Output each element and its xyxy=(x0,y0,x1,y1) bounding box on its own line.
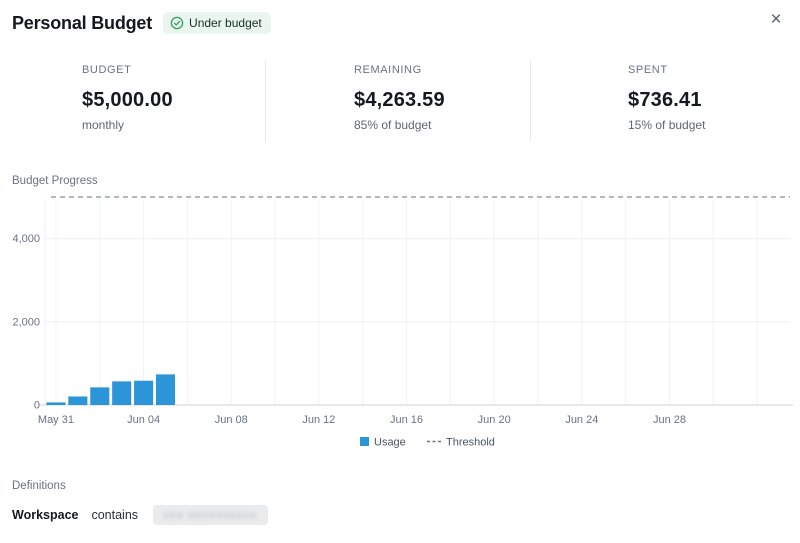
stat-budget-label: BUDGET xyxy=(82,64,132,76)
stat-remaining-label: REMAINING xyxy=(354,64,422,76)
dialog-header: Personal Budget Under budget xyxy=(0,0,800,34)
stat-spent-value: $736.41 xyxy=(628,89,702,111)
status-badge: Under budget xyxy=(163,12,271,34)
close-icon[interactable]: × xyxy=(764,8,788,32)
usage-bar xyxy=(46,402,66,405)
budget-progress-chart: 0 2,000 4,000 May 31 Jun 04 Jun 08 Jun 12 Jun 1… xyxy=(12,196,793,449)
check-circle-icon xyxy=(170,16,184,30)
stat-remaining-sub: 85% of budget xyxy=(354,118,432,132)
definitions-section-label: Definitions xyxy=(12,480,66,492)
definition-operator: contains xyxy=(91,508,139,522)
chart-text: 2,000 xyxy=(12,316,40,328)
stat-spent: SPENT $736.41 15% of budget xyxy=(530,60,799,142)
chart-text: Jun 16 xyxy=(390,414,423,426)
chart-section-label: Budget Progress xyxy=(12,175,98,187)
chart-text: Jun 20 xyxy=(478,414,511,426)
page-title: Personal Budget xyxy=(12,12,153,33)
usage-bar xyxy=(112,381,132,405)
stat-spent-sub: 15% of budget xyxy=(628,118,706,132)
chart-text: Jun 24 xyxy=(565,414,598,426)
chart-text: Jun 04 xyxy=(127,414,160,426)
budget-summary: BUDGET $5,000.00 monthly REMAINING $4,26… xyxy=(0,60,800,142)
usage-bar xyxy=(134,380,154,405)
stat-remaining-value: $4,263.59 xyxy=(354,89,445,111)
chart-text: Usage xyxy=(374,437,406,449)
chart-text: Jun 28 xyxy=(653,414,686,426)
definition-term: Workspace xyxy=(12,508,79,522)
chart-text: May 31 xyxy=(38,414,74,426)
stat-budget: BUDGET $5,000.00 monthly xyxy=(0,60,265,142)
usage-bar xyxy=(155,374,176,405)
workspace-value-redacted: ●●● ●●●●●●●●●● xyxy=(153,505,269,525)
chart-text: Jun 08 xyxy=(215,414,248,426)
status-badge-label: Under budget xyxy=(189,16,262,30)
definition-row: Workspace contains ●●● ●●●●●●●●●● xyxy=(12,505,800,525)
chart-text: Jun 12 xyxy=(302,414,335,426)
stat-budget-sub: monthly xyxy=(82,118,125,132)
redacted-text: ●●● ●●●●●●●●●● xyxy=(163,510,258,520)
chart-text: Threshold xyxy=(446,437,495,449)
usage-bar xyxy=(90,387,110,405)
stat-spent-label: SPENT xyxy=(628,64,668,76)
stat-budget-value: $5,000.00 xyxy=(82,89,173,111)
chart-text: 4,000 xyxy=(12,233,40,245)
chart-text: 0 xyxy=(34,400,40,412)
legend-usage-swatch xyxy=(360,437,369,446)
stat-remaining: REMAINING $4,263.59 85% of budget xyxy=(265,60,530,142)
usage-bar xyxy=(68,396,88,405)
